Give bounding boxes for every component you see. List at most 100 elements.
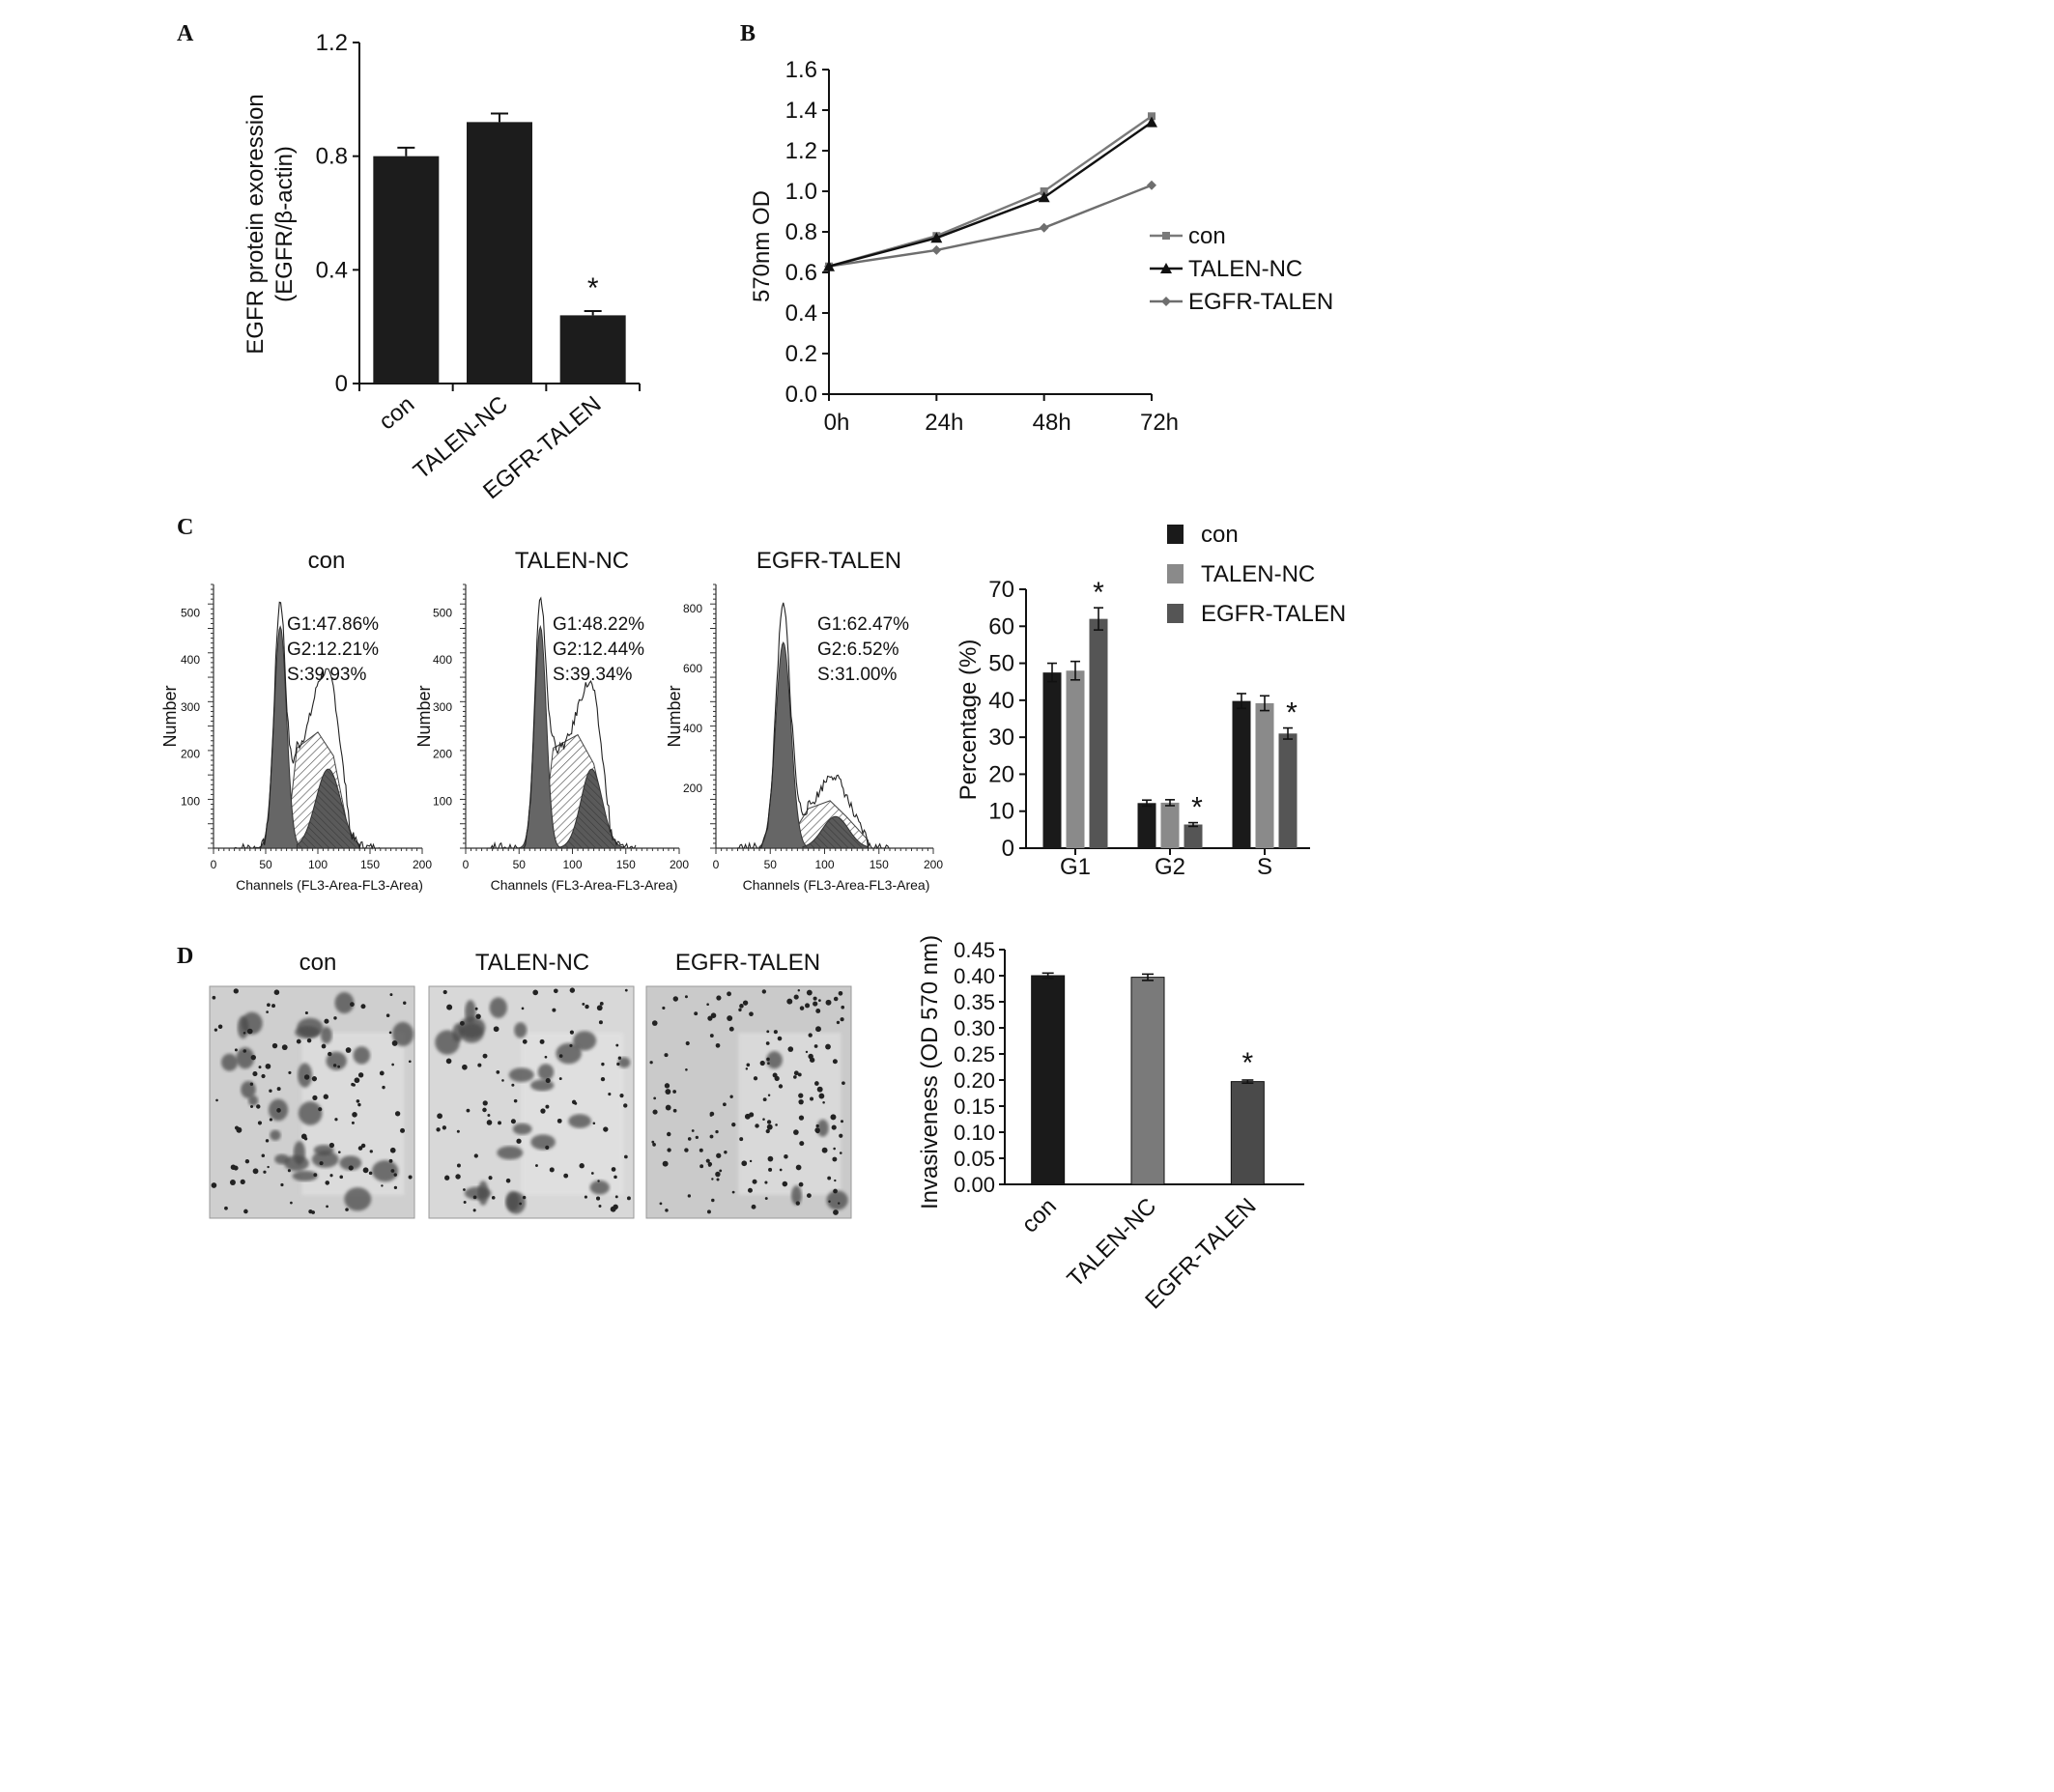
panel-d-pore-dot [351,1082,355,1087]
panel-c-bar [1066,670,1085,848]
panel-d-cell-cluster [508,1067,534,1083]
panel-c-hist-xlabel: Channels (FL3-Area-FL3-Area) [491,877,678,893]
panel-d-pore-dot [603,1126,609,1132]
panel-d-pore-dot [687,1137,692,1141]
panel-c-histogram-title: TALEN-NC [515,548,629,574]
panel-d-pore-dot [739,1137,744,1142]
panel-d-pore-dot [323,1094,328,1099]
panel-c-bar-ytick-label: 30 [988,725,1014,751]
panel-c-bar [1042,672,1062,848]
panel-d-pore-dot [672,1090,676,1094]
panel-b-point [1040,187,1048,195]
panel-d-pore-dot [797,1072,802,1077]
panel-d-pore-dot [391,1040,398,1046]
panel-d-pore-dot [325,1180,330,1185]
panel-d-cell-cluster [221,1053,239,1071]
panel-c-hist-xtick-label: 50 [259,858,272,871]
panel-d-pore-dot [762,1118,765,1121]
panel-d-pore-dot [472,1209,476,1212]
panel-d-pore-dot [496,1070,500,1074]
panel-d-pore-dot [276,1108,281,1113]
panel-d-pore-dot [773,1030,778,1035]
panel-c-bar [1089,618,1108,848]
panel-d-pore-dot [762,1097,767,1102]
panel-d-pore-dot [345,1047,352,1053]
panel-d-bar [1031,975,1066,1185]
panel-d-cell-cluster [589,1180,610,1195]
panel-d-cell-cluster [339,1155,362,1171]
panel-a-ytick-label: 0 [335,371,348,397]
panel-d-cell-cluster [320,1026,332,1044]
panel-d-pore-dot [649,1061,653,1065]
panel-d-pore-dot [799,1006,805,1010]
panel-b-point [930,232,943,243]
panel-c-histogram-3: EGFR-TALEN 0 50 100 150 200 200 400 600 800 Number… [665,548,943,893]
panel-d-pore-dot [708,1163,712,1167]
panel-c-bar-ytick-label: 60 [988,613,1014,640]
panel-c-hist-xtick-label: 100 [308,858,328,871]
panel-d-pore-dot [333,1016,337,1020]
panel-c-bar [1255,702,1274,848]
panel-d-pore-dot [212,995,216,1000]
panel-c-envelope-line [234,601,381,851]
panel-d-pore-dot [738,1008,742,1012]
panel-d-pore-dot [596,1196,601,1201]
panel-d-cell-cluster [816,1119,829,1137]
panel-d-pore-dot [326,1205,328,1209]
panel-d-cell-cluster [353,1046,371,1065]
panel-d-pore-dot [810,1096,814,1101]
panel-c-bar-ytick-label: 10 [988,799,1014,825]
panel-d-pore-dot [709,1034,714,1038]
panel-d-pore-dot [755,1124,759,1128]
panel-b-ytick-label: 1.6 [785,57,817,83]
panel-d-pore-dot [831,1124,837,1130]
panel-d-cell-cluster [298,1101,323,1125]
panel-c-phase-annotation: G1:47.86% [287,614,379,635]
panel-d-pore-dot [360,1004,366,1010]
panel-c-legend-label: con [1201,522,1239,548]
panel-d-pore-dot [482,1107,487,1113]
panel-d-pore-dot [493,1026,499,1033]
panel-d-pore-dot [246,1028,253,1035]
panel-d-pore-dot [833,1188,838,1194]
panel-d-pore-dot [715,1129,719,1134]
panel-d-pore-dot [381,1184,384,1187]
panel-a: A EGFR protein exoression (EGFR/β-actin)… [177,21,641,504]
panel-d-pore-dot [446,1004,453,1010]
panel-d-pore-dot [715,1171,721,1178]
panel-d-pore-dot [569,1030,574,1035]
panel-d-pore-dot [313,1173,318,1178]
panel-d-cell-cluster [392,1021,414,1047]
panel-d-pore-dot [368,1171,373,1176]
panel-d-pore-dot [793,1129,799,1135]
panel-d-pore-dot [832,1059,838,1065]
panel-c-bar [1232,700,1251,848]
panel-d-pore-dot [390,1169,395,1173]
panel-d-pore-dot [765,1128,770,1134]
panel-d-pore-dot [369,1150,373,1153]
panel-d-pore-dot [833,1209,839,1215]
panel-d-micrograph-2: TALEN-NC [428,950,635,1219]
panel-d-pore-dot [766,1030,770,1034]
panel-d-pore-dot [296,1038,301,1044]
panel-d-pore-dot [793,994,799,1000]
panel-d-pore-dot [723,1102,727,1107]
panel-d-pore-dot [352,1112,357,1118]
panel-d-pore-dot [357,1102,361,1107]
panel-d-cell-cluster [617,1057,631,1068]
panel-d-pore-dot [217,1024,223,1029]
panel-d-micrograph-title: TALEN-NC [475,950,589,976]
panel-d-pore-dot [706,1209,711,1214]
panel-d-pore-dot [263,1170,267,1174]
panel-c-bar-ytick-label: 70 [988,577,1014,603]
panel-d-pore-dot [833,996,839,1002]
panel-c-phase-annotation: S:31.00% [817,665,897,685]
panel-d-pore-dot [388,1031,392,1035]
panel-d-pore-dot [665,1209,669,1212]
panel-c-hist-xtick-label: 0 [463,858,470,871]
panel-d-pore-dot [806,989,813,996]
panel-d-category-label: TALEN-NC [1063,1193,1162,1293]
panel-d-pore-dot [445,1058,452,1065]
panel-d-pore-dot [328,1051,332,1057]
